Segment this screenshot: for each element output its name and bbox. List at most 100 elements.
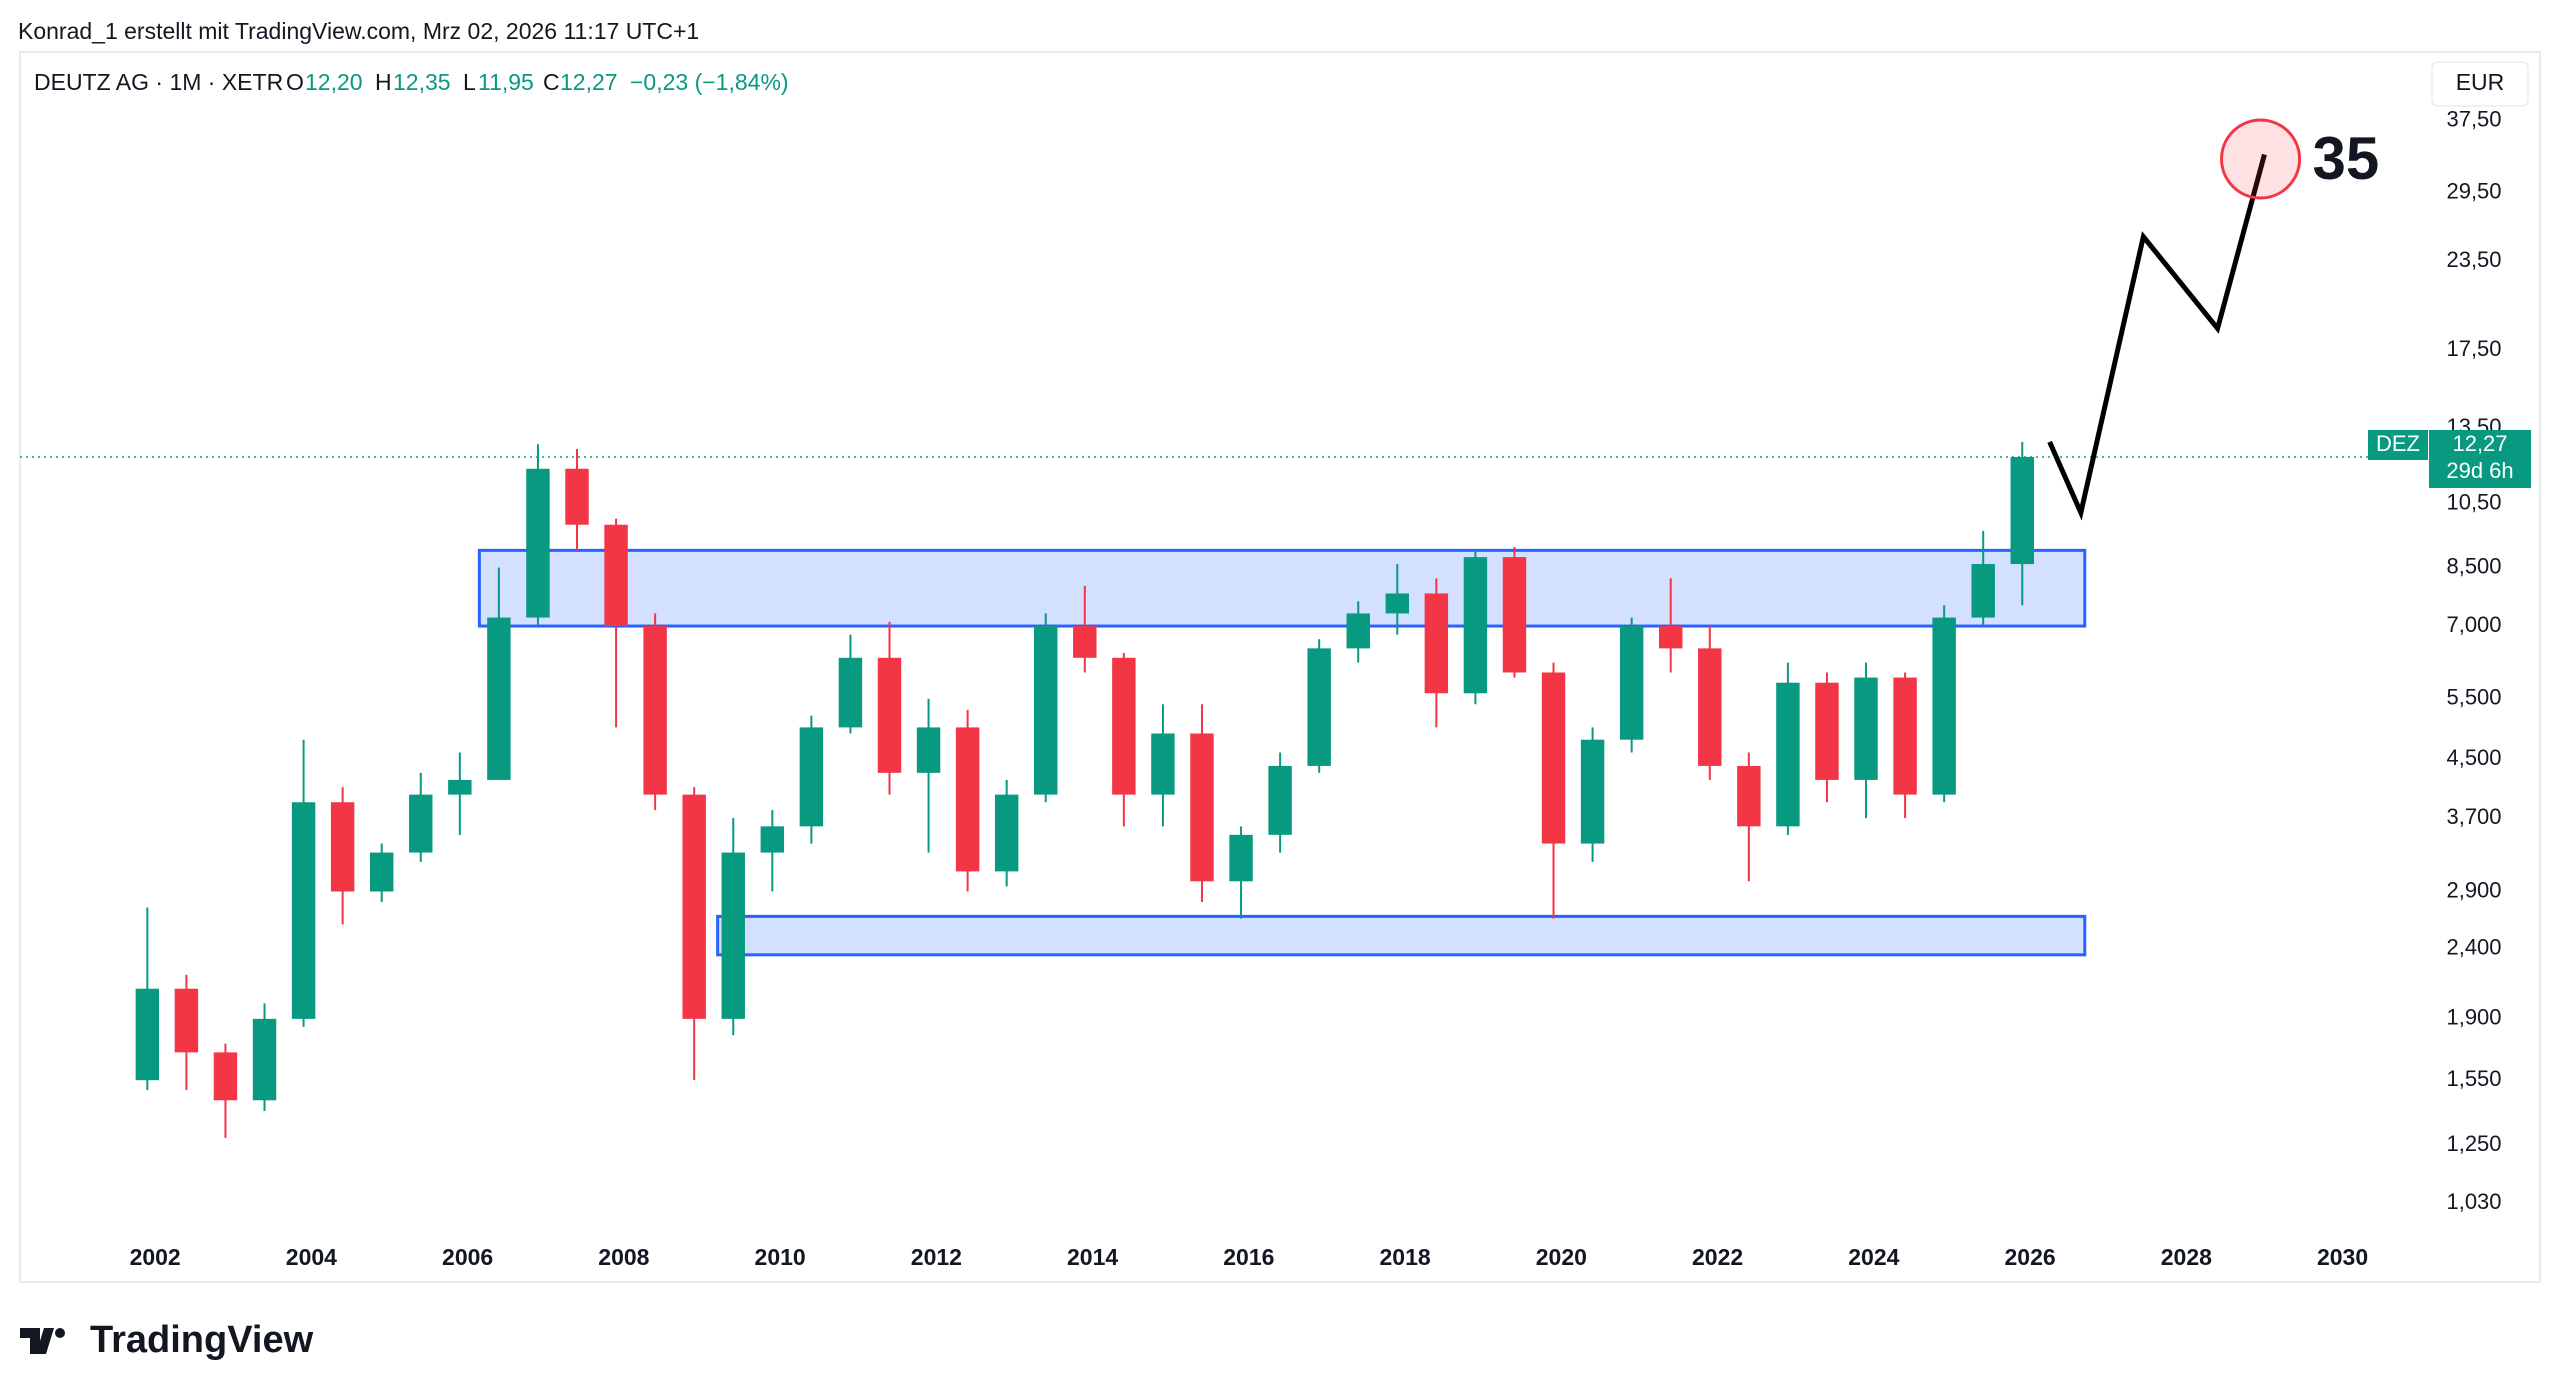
y-tick-label: 2,900 — [2446, 877, 2501, 902]
candle-body — [1346, 613, 1370, 649]
y-tick-label: 3,700 — [2446, 804, 2501, 829]
candle-body — [916, 727, 941, 773]
zone-box — [716, 914, 2087, 957]
candle-body — [409, 794, 433, 853]
candle-body — [1307, 648, 1331, 766]
candle-body — [1776, 682, 1800, 827]
y-tick-label: 23,50 — [2446, 247, 2501, 272]
zone-box — [477, 548, 2087, 628]
chart-frame — [19, 51, 2541, 1283]
candle-body — [604, 524, 628, 627]
candle-body — [1893, 677, 1917, 795]
logo: TradingView — [20, 1319, 314, 1361]
y-tick-label: 1,250 — [2446, 1131, 2501, 1156]
candle-body — [1502, 557, 1527, 673]
candle-body — [565, 468, 589, 525]
candle-body — [1815, 682, 1839, 780]
candle-body — [135, 988, 160, 1081]
ohlc-label: H — [375, 69, 392, 95]
currency[interactable]: EUR — [2456, 69, 2505, 95]
logo-icon — [20, 1328, 54, 1354]
candle-body — [448, 779, 472, 795]
ohlc-value: 12,35 — [393, 69, 451, 95]
y-tick-label: 10,50 — [2446, 490, 2501, 515]
y-tick-label: 5,500 — [2446, 685, 2501, 710]
change: −0,23 (−1,84%) — [630, 69, 789, 95]
price-tag-value: 12,27 — [2452, 431, 2507, 456]
x-tick-label: 2030 — [2317, 1244, 2368, 1270]
y-tick-label: 2,400 — [2446, 934, 2501, 959]
candle-body — [1580, 739, 1605, 844]
candle-body — [799, 727, 824, 827]
y-tick-label: 37,50 — [2446, 106, 2501, 131]
candle-body — [955, 727, 980, 872]
x-tick-label: 2022 — [1692, 1244, 1743, 1270]
candle-body — [174, 988, 199, 1053]
y-tick-label: 1,030 — [2446, 1189, 2501, 1214]
ohlc-label: L — [463, 69, 476, 95]
candle-body — [330, 802, 355, 892]
x-tick-label: 2012 — [911, 1244, 962, 1270]
symbol: DEUTZ AG · 1M · XETR — [34, 69, 283, 95]
x-tick-label: 2004 — [286, 1244, 337, 1270]
candle-body — [838, 657, 863, 728]
candle-body — [1034, 626, 1058, 795]
candle-body — [2010, 457, 2034, 565]
candle-body — [526, 468, 550, 618]
ohlc-value: 12,20 — [305, 69, 363, 95]
ohlc-value: 12,27 — [560, 69, 618, 95]
candle-body — [1932, 617, 1956, 795]
candle-body — [994, 794, 1019, 872]
target-circle — [2220, 118, 2302, 200]
x-tick-label: 2028 — [2161, 1244, 2212, 1270]
candle-body — [1229, 834, 1253, 882]
candle-body — [1658, 626, 1683, 649]
candle-body — [213, 1052, 238, 1101]
candle-body — [1385, 593, 1410, 614]
candle-body — [1854, 677, 1878, 780]
x-tick-label: 2002 — [130, 1244, 181, 1270]
x-tick-label: 2016 — [1223, 1244, 1274, 1270]
currency-button[interactable] — [2431, 61, 2529, 107]
candle-body — [369, 852, 394, 892]
y-tick-label: 7,000 — [2446, 612, 2501, 637]
candle-body — [1190, 733, 1214, 882]
ohlc-label: C — [543, 69, 560, 95]
candle-body — [1268, 765, 1292, 835]
x-tick-label: 2024 — [1848, 1244, 1899, 1270]
candle-body — [1737, 765, 1761, 827]
logo-text: TradingView — [90, 1319, 314, 1361]
candle-body — [1698, 648, 1722, 766]
candle-body — [643, 626, 667, 795]
ohlc-value: 11,95 — [478, 69, 534, 95]
candle-body — [1971, 564, 1995, 618]
candle-body — [1541, 672, 1566, 844]
price-tag-ticker: DEZ — [2376, 431, 2420, 456]
candle-body — [760, 826, 785, 853]
x-tick-label: 2014 — [1067, 1244, 1118, 1270]
y-tick-label: 1,900 — [2446, 1005, 2501, 1030]
price-tag — [2429, 430, 2531, 489]
candle-body — [1619, 626, 1644, 740]
x-tick-label: 2020 — [1536, 1244, 1587, 1270]
target-label: 35 — [2313, 125, 2380, 192]
candle-body — [291, 802, 316, 1019]
price-tag — [2368, 430, 2428, 461]
candle-body — [1073, 626, 1097, 658]
y-tick-label: 8,500 — [2446, 553, 2501, 578]
y-tick-label: 29,50 — [2446, 179, 2501, 204]
y-tick-label: 17,50 — [2446, 336, 2501, 361]
candle-body — [682, 794, 706, 1019]
candle-body — [1151, 733, 1175, 795]
candle-body — [1112, 657, 1136, 795]
projection-line — [2047, 153, 2267, 521]
logo-icon — [55, 1328, 65, 1338]
x-tick-label: 2026 — [2004, 1244, 2055, 1270]
x-tick-label: 2006 — [442, 1244, 493, 1270]
candle-body — [721, 852, 745, 1019]
y-tick-label: 1,550 — [2446, 1066, 2501, 1091]
candle-body — [1424, 593, 1449, 694]
x-tick-label: 2008 — [598, 1244, 649, 1270]
x-tick-label: 2018 — [1380, 1244, 1431, 1270]
